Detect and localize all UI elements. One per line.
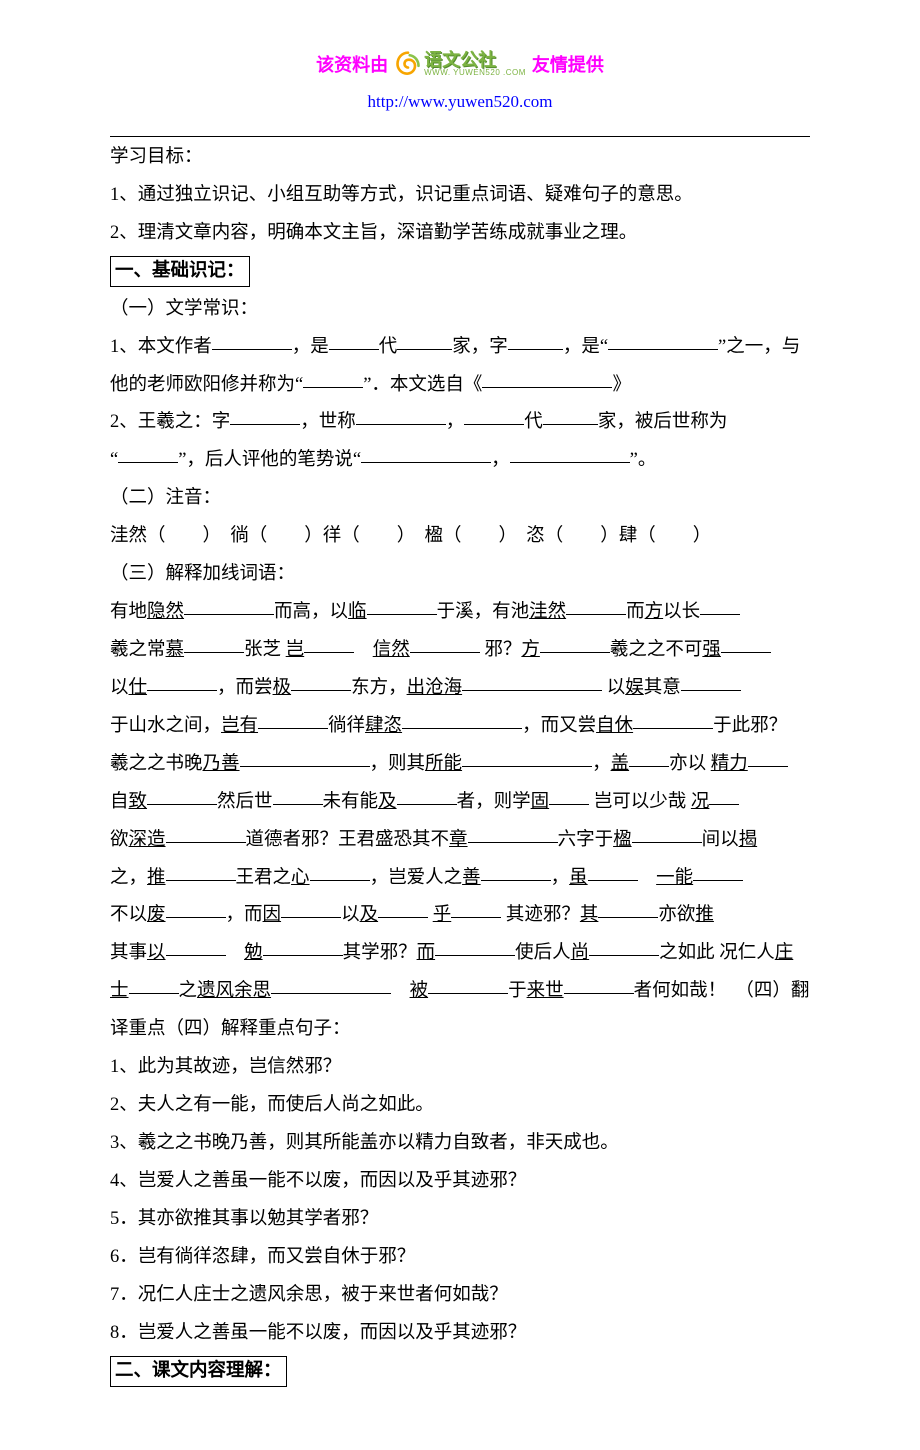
logo-text: 语文公社 WWW. YUWEN520 .COM	[424, 51, 526, 77]
site-logo: 语文公社 WWW. YUWEN520 .COM	[394, 50, 526, 78]
subsection-1-2-title: （二）注音：	[110, 480, 810, 518]
goal-1: 1、通过独立识记、小组互助等方式，识记重点词语、疑难句子的意思。	[110, 177, 810, 215]
goals-title: 学习目标：	[110, 139, 810, 177]
juzi-7: 7．况仁人庄士之遗风余思，被于来世者何如哉？	[110, 1277, 810, 1315]
juzi-3: 3、羲之之书晚乃善，则其所能盖亦以精力自致者，非天成也。	[110, 1125, 810, 1163]
subsection-1-4-title: 译重点（四）解释重点句子：	[110, 1011, 810, 1049]
jiexian-l10: 其事以 勉其学邪？而使后人尚之如此 况仁人庄	[110, 935, 810, 973]
document-body: 学习目标： 1、通过独立识记、小组互助等方式，识记重点词语、疑难句子的意思。 2…	[110, 139, 810, 1390]
subsection-1-1-title: （一）文学常识：	[110, 291, 810, 329]
subsection-1-3-title: （三）解释加线词语：	[110, 556, 810, 594]
juzi-4: 4、岂爱人之善虽一能不以废，而因以及乎其迹邪？	[110, 1163, 810, 1201]
jiexian-l11: 士之遗风余思 被于来世者何如哉！ （四）翻	[110, 973, 810, 1011]
juzi-2: 2、夫人之有一能，而使后人尚之如此。	[110, 1087, 810, 1125]
juzi-6: 6．岂有徜徉恣肆，而又尝自休于邪？	[110, 1239, 810, 1277]
swirl-icon	[394, 50, 422, 78]
section-2-title: 二、课文内容理解：	[110, 1356, 287, 1388]
juzi-5: 5．其亦欲推其事以勉其学者邪？	[110, 1201, 810, 1239]
jiexian-l1: 有地隐然而高，以临于溪，有池洼然而方以长	[110, 594, 810, 632]
horizontal-rule	[110, 136, 810, 137]
header-line-1: 该资料由 语文公社 WWW. YUWEN520 .COM 友情提供	[316, 50, 604, 78]
zhuyin-line: 洼然（ ） 徜（ ）徉（ ） 楹（ ） 恣（ ）肆（ ）	[110, 518, 810, 556]
jiexian-l9: 不以废，而因以及 乎 其迹邪？其亦欲推	[110, 897, 810, 935]
wenxue-line-4: “”，后人评他的笔势说“，”。	[110, 442, 810, 480]
header-suffix: 友情提供	[532, 51, 604, 77]
section-1-title: 一、基础识记：	[110, 256, 250, 288]
goal-2: 2、理清文章内容，明确本文主旨，深谙勤学苦练成就事业之理。	[110, 215, 810, 253]
page-header: 该资料由 语文公社 WWW. YUWEN520 .COM 友情提供 http:/…	[110, 50, 810, 112]
header-prefix: 该资料由	[316, 51, 388, 77]
jiexian-l2: 羲之常慕张芝 岂 信然 邪？方羲之之不可强	[110, 632, 810, 670]
header-url: http://www.yuwen520.com	[110, 92, 810, 112]
juzi-8: 8．岂爱人之善虽一能不以废，而因以及乎其迹邪？	[110, 1315, 810, 1353]
jiexian-l6: 自致然后世未有能及者，则学固 岂可以少哉 况	[110, 784, 810, 822]
jiexian-l8: 之，推王君之心，岂爱人之善，虽 一能	[110, 860, 810, 898]
logo-cn: 语文公社	[424, 51, 496, 69]
wenxue-line-3: 2、王羲之：字，世称，代家，被后世称为	[110, 404, 810, 442]
jiexian-l4: 于山水之间，岂有徜徉肆恣，而又尝自休于此邪？	[110, 708, 810, 746]
wenxue-line-2: 他的老师欧阳修并称为“”．本文选自《》	[110, 367, 810, 405]
juzi-1: 1、此为其故迹，岂信然邪？	[110, 1049, 810, 1087]
document-page: 该资料由 语文公社 WWW. YUWEN520 .COM 友情提供 http:/…	[0, 0, 920, 1450]
jiexian-l5: 羲之之书晚乃善，则其所能，盖亦以 精力	[110, 746, 810, 784]
jiexian-l7: 欲深造道德者邪？王君盛恐其不章六字于楹间以揭	[110, 822, 810, 860]
wenxue-line-1: 1、本文作者，是代家，字，是“”之一，与	[110, 329, 810, 367]
logo-en: WWW. YUWEN520 .COM	[424, 69, 526, 77]
jiexian-l3: 以仕，而尝极东方，出沧海 以娱其意	[110, 670, 810, 708]
